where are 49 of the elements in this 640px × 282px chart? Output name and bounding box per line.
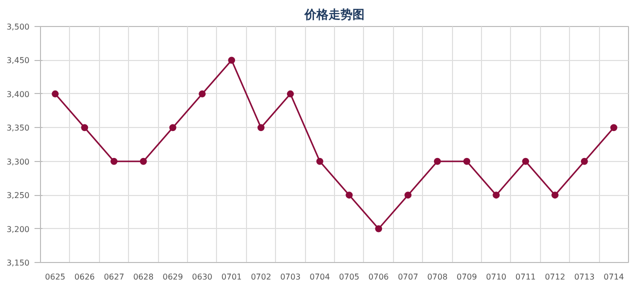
y-tick-label: 3,400	[6, 90, 30, 99]
point	[228, 56, 236, 64]
y-tick-label: 3,150	[6, 258, 30, 268]
x-tick-label: 0706	[368, 272, 389, 282]
x-tick-label: 0628	[133, 272, 154, 282]
x-tick-label: 0630	[192, 272, 212, 282]
point	[346, 192, 353, 199]
point	[492, 192, 500, 199]
point	[552, 192, 558, 199]
x-tick-label: 0627	[104, 272, 124, 282]
point	[110, 158, 118, 165]
x-tick-label: 0713	[574, 272, 595, 282]
point	[610, 124, 618, 132]
point	[580, 158, 588, 165]
y-tick-label: 3,300	[6, 157, 30, 166]
x-tick-label: 0626	[74, 272, 95, 282]
chart-title: 价格走势图	[304, 8, 364, 22]
x-tick-label: 0707	[398, 272, 418, 282]
y-tick-label: 3,500	[6, 22, 30, 32]
point	[522, 158, 530, 165]
y-tick-label: 3,200	[6, 224, 30, 234]
y-tick-label: 3,250	[6, 191, 30, 200]
point	[404, 192, 412, 199]
point	[81, 124, 88, 132]
x-tick-label: 0710	[486, 272, 506, 282]
y-tick-label: 3,450	[6, 56, 30, 66]
x-tick-label: 0712	[544, 272, 566, 282]
x-tick-label: 0629	[162, 272, 183, 282]
point	[316, 158, 324, 165]
x-tick-label: 0702	[250, 272, 272, 282]
y-tick-label: 3,350	[6, 124, 30, 133]
point	[434, 158, 441, 165]
point	[140, 158, 147, 165]
x-tick-label: 0709	[456, 272, 477, 282]
x-tick-label: 0705	[339, 272, 360, 282]
point	[258, 124, 264, 132]
x-tick-label: 0701	[221, 272, 242, 282]
x-tick-label: 0711	[515, 272, 536, 282]
x-tick-label: 0703	[280, 272, 301, 282]
point	[169, 124, 176, 132]
point	[52, 90, 59, 98]
x-tick-label: 0625	[45, 272, 66, 282]
point	[198, 90, 206, 98]
point	[463, 158, 470, 165]
x-tick-label: 0708	[427, 272, 448, 282]
point	[286, 90, 294, 98]
x-tick-label: 0704	[310, 272, 330, 282]
x-tick-label: 0714	[604, 272, 624, 282]
point	[375, 225, 382, 232]
